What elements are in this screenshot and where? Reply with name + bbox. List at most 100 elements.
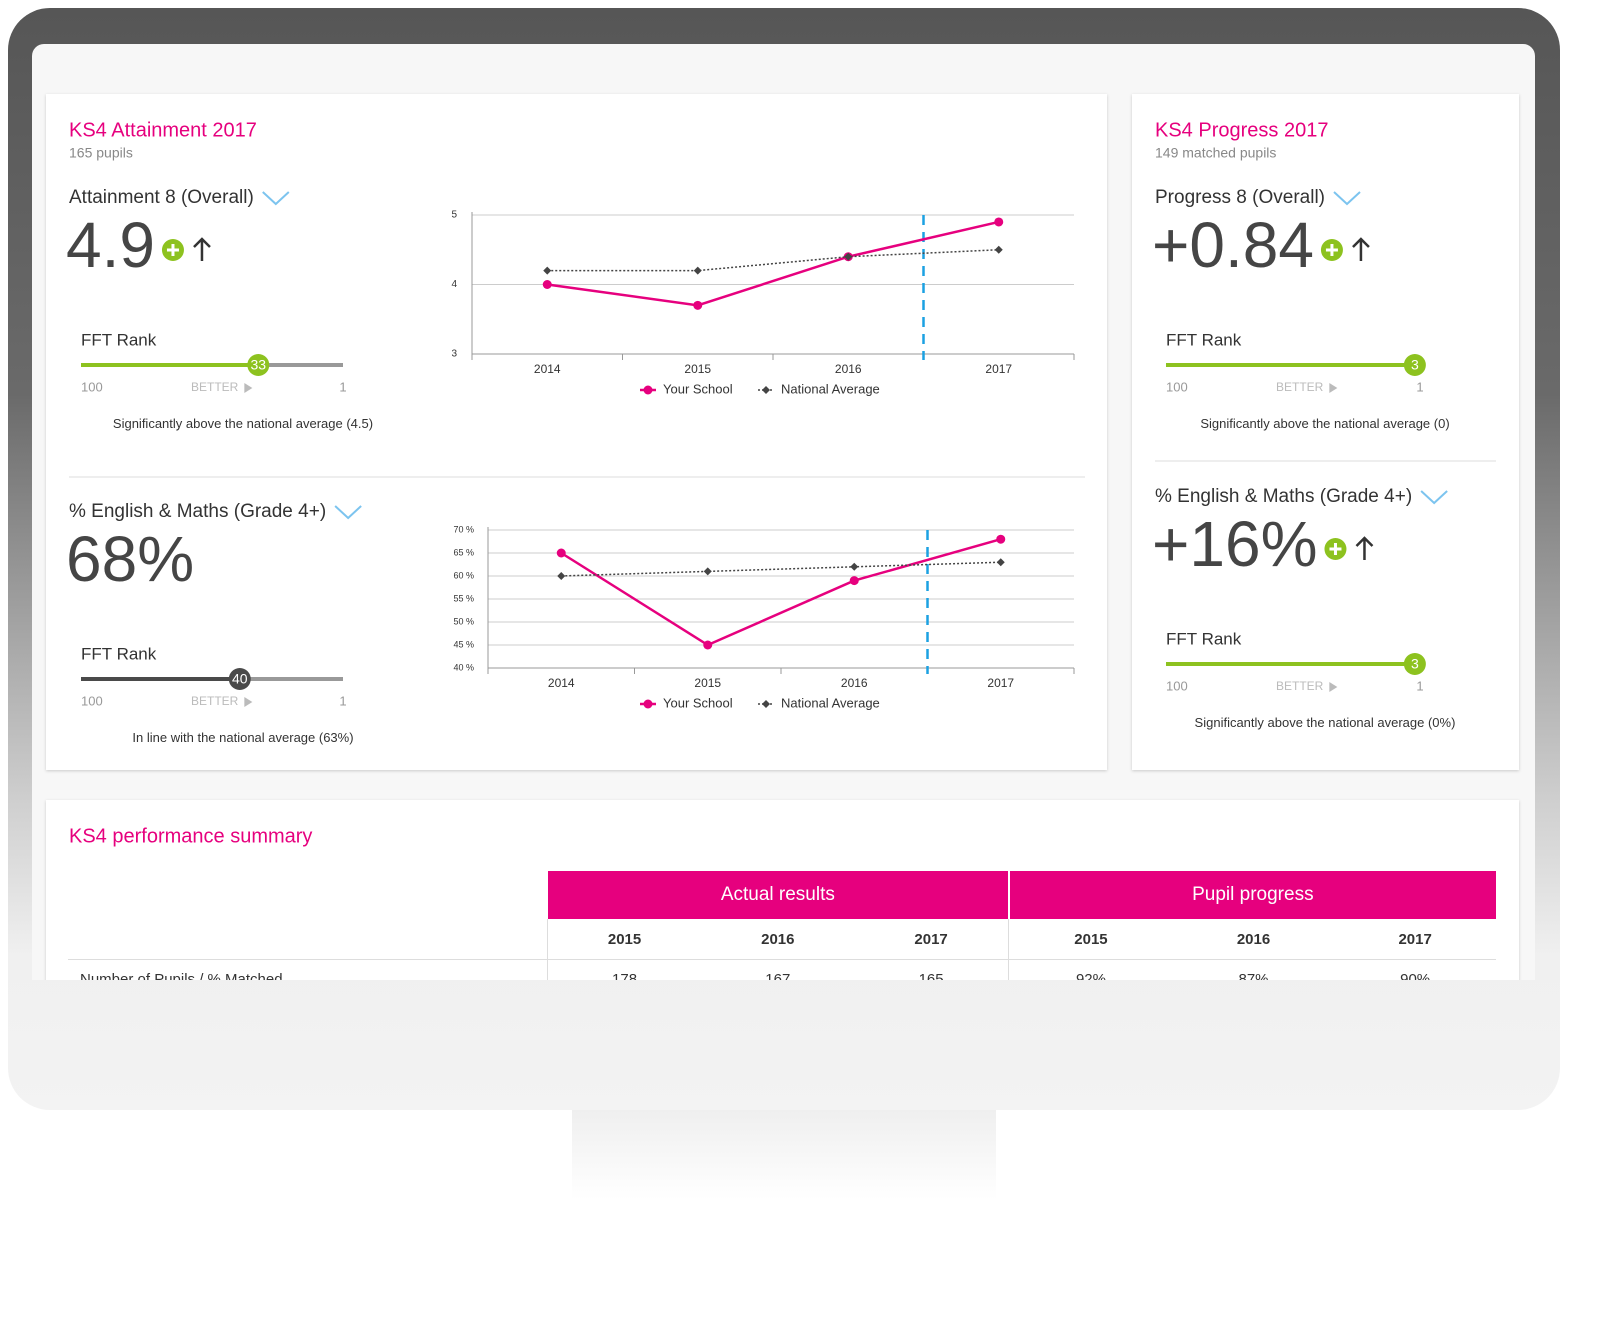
- point: [844, 252, 853, 261]
- point: [693, 300, 703, 310]
- x-tick-label: 2014: [548, 676, 575, 690]
- series-line: [547, 220, 1000, 307]
- series-line: [561, 561, 1001, 577]
- metric-label: % English & Maths (Grade 4+): [1155, 486, 1412, 507]
- better-label: BETTER: [191, 694, 239, 708]
- y-tick-label: 40 %: [453, 662, 474, 672]
- rank-value: 3: [1411, 656, 1419, 672]
- dropdown-chevron: [1420, 490, 1448, 505]
- y-tick-label: 3: [451, 349, 457, 360]
- cell: 92%: [1008, 959, 1173, 980]
- better-label: BETTER: [1276, 679, 1324, 693]
- rank-label: FFT Rank: [81, 330, 157, 349]
- group-header: Actual results: [546, 871, 1009, 919]
- legend-label: Your School: [663, 695, 733, 710]
- series-line: [560, 537, 1002, 647]
- year-header: 2016: [1172, 919, 1335, 960]
- plus-sign: [166, 244, 179, 256]
- cell: 90%: [1400, 971, 1431, 980]
- x-tick-label: 2016: [835, 362, 862, 376]
- group-header-row: Actual results Pupil progress: [68, 871, 1496, 919]
- better-arrow: [1329, 383, 1338, 393]
- point: [994, 217, 1004, 227]
- dropdown-chevron: [1333, 191, 1361, 206]
- point: [693, 266, 702, 275]
- rank-value: 3: [1411, 357, 1419, 373]
- rank-value: 40: [232, 671, 248, 687]
- metric-value: 4.9: [66, 209, 155, 281]
- metric-label: % English & Maths (Grade 4+): [69, 501, 326, 522]
- monitor-stand: [572, 1110, 996, 1200]
- metric-label: Attainment 8 (Overall): [69, 187, 254, 208]
- plus-sign: [1329, 543, 1342, 555]
- scale-start: 100: [1166, 678, 1188, 693]
- better-arrow: [244, 697, 253, 707]
- group-header: Pupil progress: [1007, 871, 1496, 919]
- point: [542, 280, 552, 289]
- year-header: 2017: [853, 919, 1009, 960]
- rank-knob: [228, 668, 251, 690]
- year-row: 2015 2016 2017 2015 2016 2017: [68, 919, 1496, 960]
- panel-subtitle: 165 pupils: [69, 145, 133, 161]
- y-tick-label: 65 %: [453, 547, 474, 557]
- better-label: BETTER: [191, 380, 239, 394]
- y-tick-label: 55 %: [453, 593, 474, 603]
- scale-start: 100: [81, 693, 103, 708]
- point: [557, 572, 566, 580]
- cell: 167: [765, 971, 791, 980]
- rank-knob: [247, 354, 270, 376]
- rank-note: Significantly above the national average…: [112, 416, 374, 431]
- scale-start: 100: [81, 379, 103, 394]
- up-arrow: [1352, 237, 1370, 261]
- cell: 165: [918, 971, 944, 980]
- y-tick-label: 45 %: [453, 639, 474, 649]
- rank-knob: [1403, 653, 1426, 675]
- point: [849, 576, 859, 586]
- up-arrow: [1355, 536, 1374, 560]
- legend-label: National Average: [781, 695, 880, 710]
- year-header: 2015: [1008, 919, 1173, 960]
- year-header: 2016: [701, 919, 854, 960]
- point: [703, 640, 713, 650]
- scale-end: 1: [339, 693, 346, 708]
- rank-value: 33: [251, 357, 267, 373]
- data-row: Number of Pupils / % Matched 178 167 165 92%…: [68, 959, 1496, 980]
- dashboard: KS4 performance summary KS4 Attainment 2…: [32, 44, 1535, 980]
- x-tick-label: 2014: [534, 362, 561, 376]
- x-tick-label: 2016: [841, 676, 868, 690]
- point: [994, 245, 1003, 254]
- rank-note: In line with the national average (63%): [132, 730, 354, 745]
- empty-header: [68, 871, 547, 919]
- year-header: 2017: [1334, 919, 1496, 960]
- cell: 87%: [1238, 971, 1269, 980]
- rank-label: FFT Rank: [1166, 330, 1242, 349]
- point: [643, 699, 653, 709]
- rank-note: Significantly above the national average…: [1200, 416, 1450, 431]
- panel-title: KS4 Attainment 2017: [69, 119, 257, 141]
- cell: 178: [546, 959, 702, 980]
- point: [850, 562, 859, 571]
- better-arrow: [244, 383, 253, 393]
- scale-start: 100: [1166, 379, 1188, 394]
- y-tick-label: 50 %: [453, 616, 474, 626]
- empty-header: [68, 919, 547, 960]
- summary-table: Actual results Pupil progress 2015 2016 2017…: [68, 871, 1496, 980]
- summary-title: KS4 performance summary: [69, 825, 312, 847]
- point: [996, 558, 1005, 567]
- metric-label: Progress 8 (Overall): [1155, 187, 1325, 208]
- x-tick-label: 2017: [985, 362, 1012, 376]
- y-tick-label: 70 %: [453, 524, 474, 534]
- up-arrow: [193, 237, 211, 261]
- point: [996, 534, 1006, 544]
- year-header: 2015: [546, 919, 702, 960]
- y-tick-label: 5: [451, 210, 457, 221]
- better-arrow: [1329, 682, 1338, 692]
- x-tick-label: 2015: [694, 676, 721, 690]
- panel-subtitle: 149 matched pupils: [1155, 145, 1276, 161]
- y-tick-label: 4: [451, 279, 457, 290]
- dropdown-chevron: [334, 505, 362, 520]
- point: [643, 385, 653, 395]
- legend-label: Your School: [663, 381, 733, 396]
- rank-label: FFT Rank: [1166, 629, 1242, 648]
